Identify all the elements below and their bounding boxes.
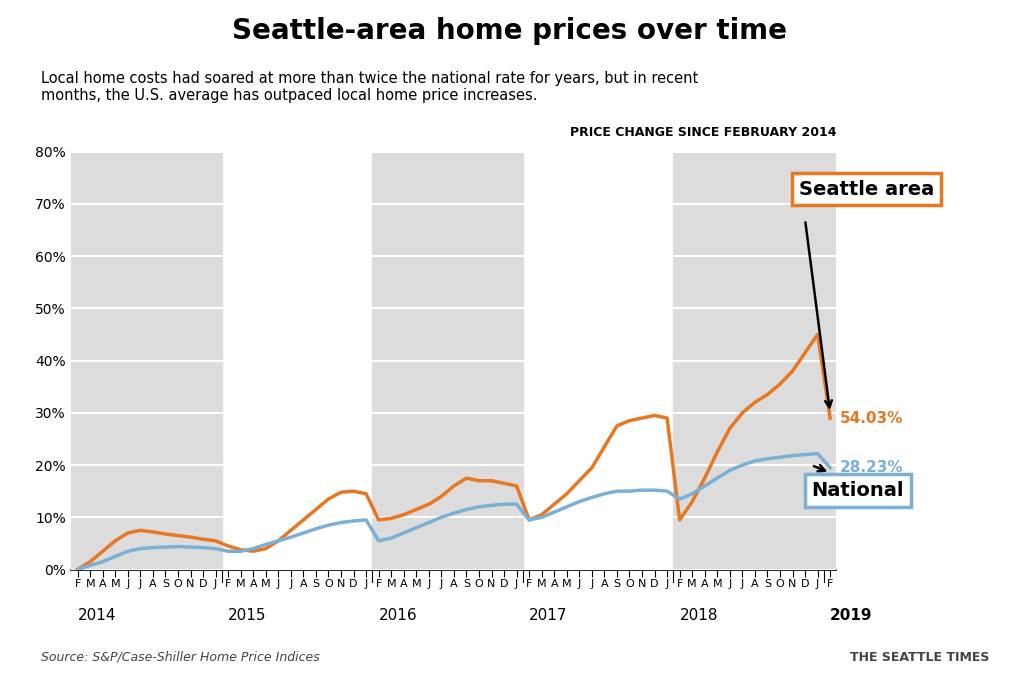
Text: Seattle area: Seattle area: [798, 180, 933, 199]
Text: 54.03%: 54.03%: [840, 410, 903, 425]
Text: 2016: 2016: [378, 609, 417, 623]
Text: 2015: 2015: [228, 609, 266, 623]
Bar: [372, 152, 523, 570]
Text: Seattle-area home prices over time: Seattle-area home prices over time: [232, 17, 787, 45]
Text: 2017: 2017: [529, 609, 568, 623]
Text: National: National: [810, 481, 903, 499]
Text: Source: S&P/Case-Shiller Home Price Indices: Source: S&P/Case-Shiller Home Price Indi…: [41, 651, 319, 664]
Bar: [71, 152, 222, 570]
Text: PRICE CHANGE SINCE FEBRUARY 2014: PRICE CHANGE SINCE FEBRUARY 2014: [570, 126, 836, 139]
Text: 2014: 2014: [77, 609, 116, 623]
Text: 28.23%: 28.23%: [840, 460, 903, 475]
Text: 2019: 2019: [829, 609, 872, 623]
Bar: [673, 152, 836, 570]
Text: 2018: 2018: [679, 609, 717, 623]
Text: Local home costs had soared at more than twice the national rate for years, but : Local home costs had soared at more than…: [41, 71, 697, 103]
Text: THE SEATTLE TIMES: THE SEATTLE TIMES: [849, 651, 988, 664]
